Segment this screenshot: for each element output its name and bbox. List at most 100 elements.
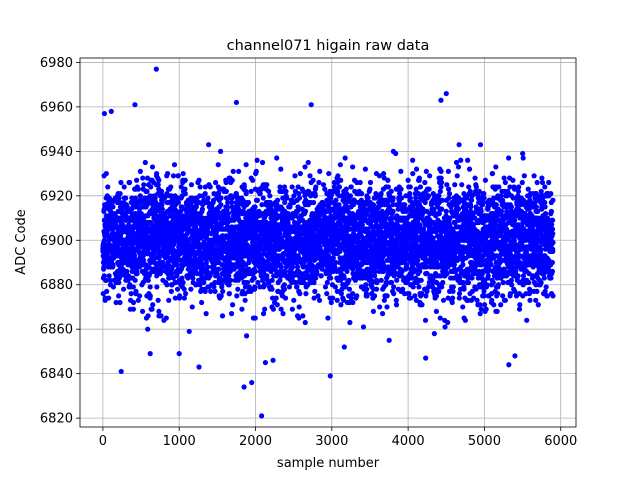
data-point [336, 184, 342, 190]
data-point [274, 197, 281, 203]
data-point [156, 255, 162, 261]
data-point [277, 184, 283, 190]
data-point [436, 288, 442, 294]
data-point [310, 199, 317, 206]
data-point [188, 286, 194, 292]
data-point [398, 186, 404, 192]
data-point [397, 191, 403, 197]
data-point [239, 306, 245, 312]
data-point [398, 195, 405, 201]
data-point [410, 284, 416, 290]
data-point [456, 142, 462, 148]
data-point [364, 293, 370, 299]
data-point [307, 173, 313, 179]
data-point [158, 188, 165, 194]
data-point [422, 179, 428, 186]
data-point [147, 193, 153, 199]
data-point [467, 188, 473, 194]
data-point [204, 228, 211, 234]
data-point [229, 199, 235, 206]
data-point [228, 311, 235, 317]
data-point [177, 293, 183, 299]
data-point [431, 208, 437, 214]
data-point [338, 291, 344, 297]
data-point [384, 293, 390, 299]
data-point [350, 299, 356, 306]
data-point [134, 177, 140, 183]
data-point [400, 286, 406, 292]
data-point [451, 262, 457, 268]
data-point [315, 293, 321, 299]
data-point [393, 302, 400, 308]
data-point [154, 284, 160, 290]
data-point [117, 191, 123, 197]
data-point [362, 166, 368, 172]
data-point [127, 179, 133, 186]
data-point [422, 199, 428, 206]
data-point [458, 157, 464, 163]
data-point [168, 184, 174, 190]
data-point [202, 288, 208, 294]
data-point [468, 197, 475, 203]
data-point [335, 173, 341, 179]
data-point [107, 277, 113, 283]
data-point [477, 311, 483, 317]
data-point [141, 182, 147, 188]
data-point [250, 177, 256, 183]
data-point [334, 297, 340, 303]
data-point [140, 175, 146, 181]
data-point [154, 170, 160, 177]
data-point [110, 262, 116, 268]
data-point [124, 268, 130, 274]
data-point [118, 179, 124, 186]
data-point [282, 295, 289, 301]
data-point [446, 195, 452, 201]
data-point [213, 228, 220, 234]
data-point [228, 277, 234, 283]
data-point [220, 288, 226, 294]
data-point [417, 184, 424, 190]
data-point [347, 319, 353, 326]
data-point [296, 304, 302, 310]
data-point [104, 288, 110, 294]
data-point [422, 317, 429, 323]
data-point [101, 264, 107, 270]
data-point [404, 262, 410, 268]
data-point [336, 202, 342, 208]
data-point [244, 279, 251, 286]
data-point [243, 191, 249, 197]
data-point [193, 282, 199, 288]
data-point [303, 291, 309, 297]
data-point [436, 211, 442, 217]
data-point [113, 299, 119, 306]
data-point [182, 186, 188, 192]
data-point [354, 293, 360, 299]
data-point [357, 179, 363, 186]
data-point [203, 311, 209, 317]
data-point [274, 155, 280, 161]
data-point [260, 195, 266, 201]
data-point [346, 286, 353, 292]
data-point [123, 195, 129, 201]
data-point [103, 170, 109, 177]
data-point [416, 175, 422, 181]
data-point [393, 150, 399, 157]
data-point [281, 286, 288, 292]
data-point [407, 184, 413, 190]
data-point [116, 293, 122, 299]
data-point [449, 299, 455, 306]
data-point [145, 313, 151, 319]
data-point [291, 297, 297, 303]
data-point [338, 177, 344, 183]
data-point [139, 308, 146, 315]
data-point [274, 302, 280, 308]
data-point [423, 168, 429, 174]
data-point [297, 170, 303, 177]
data-point [163, 315, 169, 321]
data-point [203, 259, 209, 266]
data-point [215, 208, 221, 214]
data-point [390, 195, 396, 201]
data-point [426, 186, 432, 192]
data-point [324, 291, 330, 297]
data-point [234, 293, 240, 299]
